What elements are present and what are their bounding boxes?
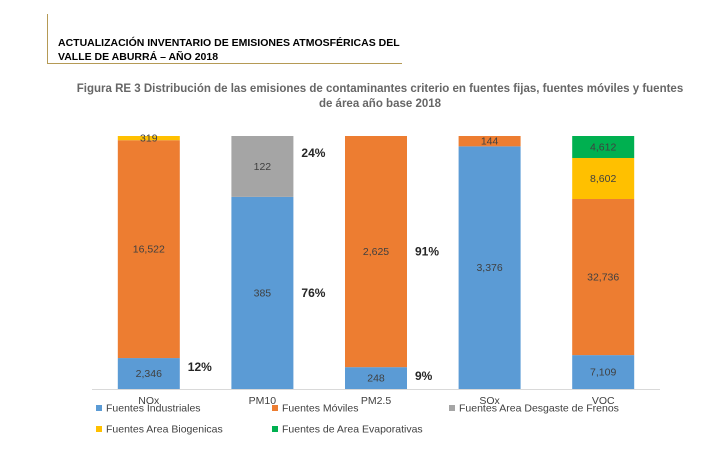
legend-label-fuentes-industriales: Fuentes Industriales [106,403,201,415]
data-label-pm2-5-fuentes-industriales: 248 [367,373,385,385]
x-tick-label-voc: VOC [592,395,615,407]
data-label-sox-fuentes-industriales: 3,376 [476,262,502,274]
legend-swatch-fuentes-area-desgaste-de-frenos [449,405,455,411]
bar-sox-fuentes-industriales [458,146,521,389]
bar-pm10-fuentes-area-desgaste-de-frenos [231,136,294,197]
legend-swatch-fuentes-m-viles [272,405,278,411]
data-label-voc-fuentes-area-biogenicas: 8,602 [590,173,616,185]
annotation-nox-12: 12% [188,360,212,374]
x-tick-label-nox: NOx [138,395,160,407]
bar-sox-fuentes-m-viles [458,136,521,147]
bar-nox-fuentes-area-biogenicas [117,136,180,141]
data-label-nox-fuentes-industriales: 2,346 [136,368,162,380]
data-label-pm2-5-fuentes-m-viles: 2,625 [363,246,389,258]
data-label-voc-fuentes-m-viles: 32,736 [587,272,619,284]
bar-pm10-fuentes-industriales [231,196,294,389]
legend-label-fuentes-m-viles: Fuentes Móviles [282,403,358,415]
legend-swatch-fuentes-industriales [96,405,102,411]
figure-title-line-1: Figura RE 3 Distribución de las emisione… [76,83,684,95]
data-label-nox-fuentes-m-viles: 16,522 [133,244,165,256]
x-tick-label-sox: SOx [479,395,500,407]
document-header: ACTUALIZACIÓN INVENTARIO DE EMISIONES AT… [47,14,402,64]
header-line-2: VALLE DE ABURRÁ – AÑO 2018 [58,51,219,63]
legend-label-fuentes-area-desgaste-de-frenos: Fuentes Area Desgaste de Frenos [459,403,619,415]
bar-voc-fuentes-area-biogenicas [572,157,635,200]
annotation-pm2-5-9: 9% [415,369,433,383]
annotation-pm10-76: 76% [301,286,325,300]
figure-title-line-2: de área año base 2018 [318,98,442,110]
data-label-pm10-fuentes-industriales: 385 [254,287,272,299]
document-header-title: ACTUALIZACIÓN INVENTARIO DE EMISIONES AT… [58,36,403,64]
legend-label-fuentes-de-area-evaporativas: Fuentes de Area Evaporativas [282,424,423,436]
figure-title: Figura RE 3 Distribución de las emisione… [40,82,720,112]
annotation-pm2-5-91: 91% [415,245,439,259]
bar-voc-fuentes-m-viles [572,199,635,356]
legend-swatch-fuentes-area-biogenicas [96,426,102,432]
data-label-nox-fuentes-area-biogenicas: 319 [140,133,158,145]
legend-label-fuentes-area-biogenicas: Fuentes Area Biogenicas [106,424,223,436]
data-label-voc-fuentes-de-area-evaporativas: 4,612 [590,141,616,153]
bar-pm2-5-fuentes-industriales [345,367,407,389]
bar-nox-fuentes-m-viles [117,140,180,359]
bar-nox-fuentes-industriales [117,358,180,389]
header-line-1: ACTUALIZACIÓN INVENTARIO DE EMISIONES AT… [58,37,400,49]
data-label-voc-fuentes-industriales: 7,109 [590,367,616,379]
legend-swatch-fuentes-de-area-evaporativas [272,426,278,432]
bar-voc-fuentes-industriales [572,355,635,389]
x-tick-label-pm10: PM10 [249,395,277,407]
data-label-sox-fuentes-m-viles: 144 [481,136,499,148]
bar-pm2-5-fuentes-m-viles [345,136,407,368]
data-label-pm10-fuentes-area-desgaste-de-frenos: 122 [254,161,272,173]
annotation-pm10-24: 24% [301,146,325,160]
bar-voc-fuentes-de-area-evaporativas [572,136,635,158]
x-tick-label-pm2-5: PM2.5 [361,395,392,407]
